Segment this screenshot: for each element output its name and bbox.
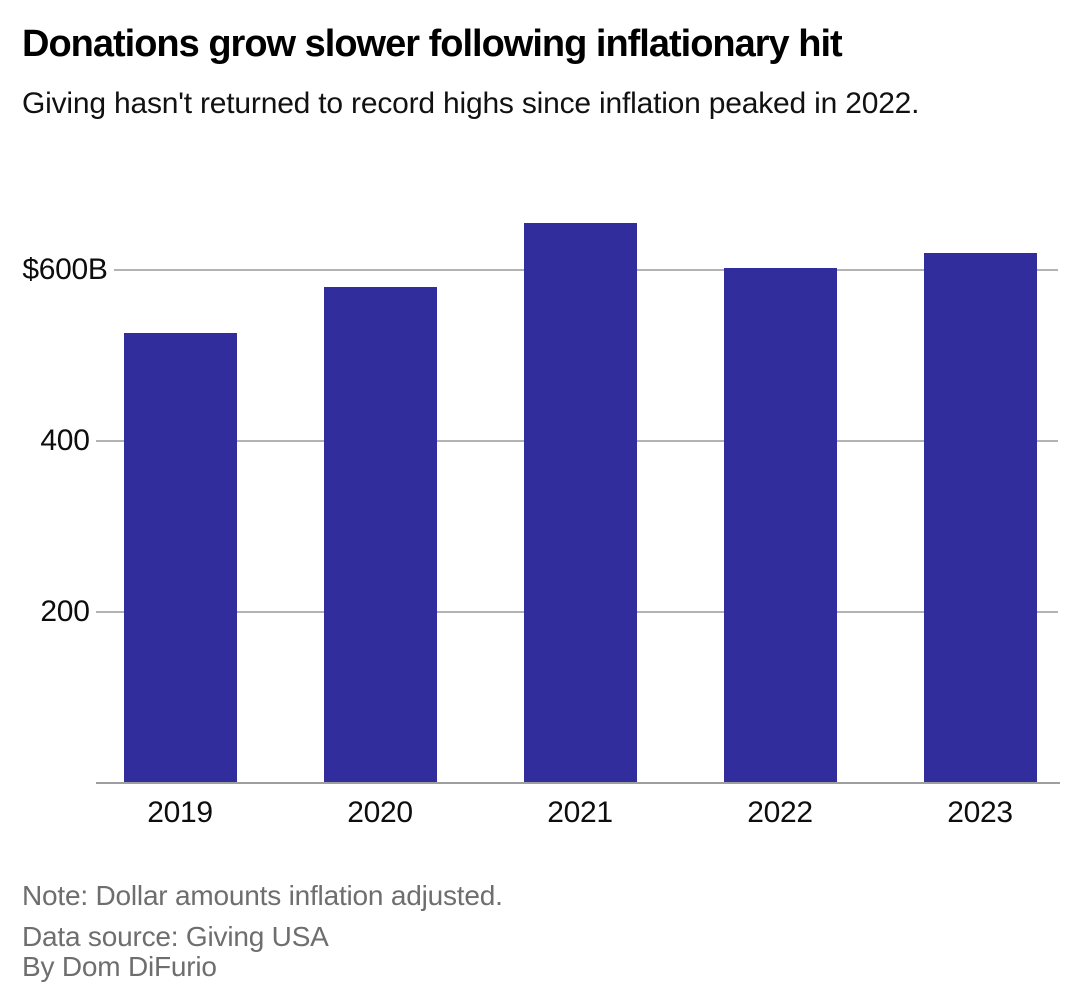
bar-chart: 200 400 $600B 2019 2020 2021 2022 2023 (0, 215, 1080, 829)
bar-2022 (723, 268, 837, 783)
footer-data-source: Data source: Giving USA (22, 921, 329, 952)
bar-2023 (923, 253, 1037, 783)
y-tick-text: 400 (34, 421, 96, 460)
y-axis-tick-label: $600B (16, 250, 114, 289)
bar-2020 (323, 287, 437, 783)
bar-2021 (523, 223, 637, 783)
y-tick-text: 200 (34, 592, 96, 631)
x-axis-tick-label-2020: 2020 (347, 796, 413, 829)
y-axis-tick-label: 400 (20, 421, 110, 460)
x-axis-tick-label-2019: 2019 (147, 796, 213, 829)
x-axis-line (96, 782, 1060, 784)
page-title: Donations grow slower following inflatio… (22, 23, 843, 65)
x-axis-tick-label-2022: 2022 (747, 796, 813, 829)
footer-note: Note: Dollar amounts inflation adjusted. (22, 880, 503, 911)
page-subtitle: Giving hasn't returned to record highs s… (22, 87, 920, 120)
y-axis-tick-label: 200 (20, 592, 110, 631)
footer-byline: By Dom DiFurio (22, 951, 217, 982)
footer-attribution: Data source: Giving USA By Dom DiFurio (22, 922, 329, 982)
x-axis-tick-label-2021: 2021 (547, 796, 613, 829)
bar-2019 (123, 333, 237, 783)
x-axis-tick-label-2023: 2023 (947, 796, 1013, 829)
y-tick-text: $600B (16, 250, 114, 289)
